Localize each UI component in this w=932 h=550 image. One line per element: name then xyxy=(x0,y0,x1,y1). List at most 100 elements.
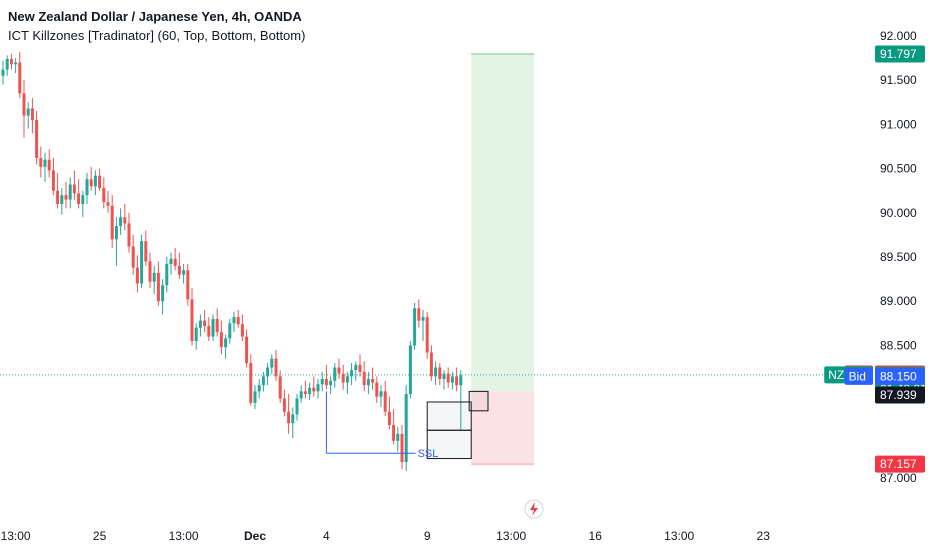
candle xyxy=(429,345,433,381)
candle xyxy=(455,367,459,392)
candle-body xyxy=(144,241,148,262)
candle-body xyxy=(106,202,110,206)
candle xyxy=(81,190,85,218)
candle-body xyxy=(9,58,13,65)
candle-body xyxy=(1,69,5,76)
price-tick-label: 87.000 xyxy=(880,471,917,485)
candle xyxy=(169,252,173,275)
time-tick-label: 13:00 xyxy=(664,529,694,543)
candle-body xyxy=(77,193,81,204)
candle xyxy=(93,170,97,196)
candle-body xyxy=(30,108,34,120)
price-tag-value: 87.157 xyxy=(880,457,917,471)
chart-title: New Zealand Dollar / Japanese Yen, 4h, O… xyxy=(8,9,302,24)
candle xyxy=(291,407,295,439)
candle xyxy=(77,179,81,209)
candle-body xyxy=(282,398,286,412)
candle xyxy=(345,371,349,395)
price-tags: 91.79788.177Ask88.16601:48:21NZDJPY88.15… xyxy=(824,45,927,473)
candle xyxy=(299,385,303,403)
candle-body xyxy=(177,265,181,275)
candle-body xyxy=(257,385,261,392)
candle-body xyxy=(400,433,404,463)
candle xyxy=(287,394,291,434)
candle xyxy=(425,311,429,359)
candle-body xyxy=(190,299,194,341)
candle xyxy=(350,363,354,386)
candle xyxy=(324,364,328,390)
candle-body xyxy=(446,373,450,383)
candle xyxy=(123,203,127,231)
candle xyxy=(35,111,39,165)
candle xyxy=(392,409,396,445)
candle xyxy=(219,320,223,355)
time-tick-label: 25 xyxy=(93,529,107,543)
candle xyxy=(232,311,236,333)
candle-body xyxy=(324,378,328,386)
candle-body xyxy=(261,376,265,386)
candle-body xyxy=(22,93,26,116)
price-tag-bg xyxy=(875,367,925,385)
candle-body xyxy=(236,317,240,325)
candle-body xyxy=(375,382,379,397)
time-tick-label: 13:00 xyxy=(496,529,526,543)
price-tag: 88.150 Bid xyxy=(844,367,925,385)
candle xyxy=(85,173,89,204)
candle-body xyxy=(366,378,370,386)
candle-body xyxy=(337,367,341,374)
candle-body xyxy=(404,394,408,463)
alert-icon[interactable] xyxy=(524,499,544,519)
price-tick-label: 89.000 xyxy=(880,294,917,308)
price-tag-value: 91.797 xyxy=(880,47,917,61)
candle xyxy=(228,318,232,344)
candle-body xyxy=(341,373,345,383)
candle xyxy=(207,317,211,341)
candle-body xyxy=(240,324,244,337)
candle-body xyxy=(123,217,127,224)
candles xyxy=(1,51,463,471)
price-axis[interactable]: 92.000 91.500 91.000 90.500 90.000 89.500 89.0… xyxy=(880,29,917,485)
loss-zone xyxy=(471,391,535,465)
candle-body xyxy=(68,184,72,200)
candle xyxy=(152,265,156,295)
candle-body xyxy=(56,190,60,204)
candle xyxy=(140,234,144,288)
candle xyxy=(64,181,68,209)
candle xyxy=(421,310,425,341)
candle xyxy=(47,149,51,178)
time-axis[interactable]: 13:00 25 13:00 Dec 4 9 13:00 16 13:00 23 xyxy=(1,529,771,543)
price-tag-value: 87.939 xyxy=(880,388,917,402)
candle-body xyxy=(396,433,400,441)
candle xyxy=(316,378,320,399)
overlays: SSL xyxy=(325,390,489,460)
candle xyxy=(60,188,64,215)
candle-body xyxy=(379,391,383,397)
candle-body xyxy=(165,264,169,286)
time-tick-label: 4 xyxy=(323,529,330,543)
candle xyxy=(240,314,244,341)
candle xyxy=(450,371,454,390)
candle-body xyxy=(18,62,22,94)
candle-body xyxy=(152,272,156,282)
candle xyxy=(341,364,345,390)
candle xyxy=(312,376,316,397)
candle xyxy=(333,363,337,388)
candle xyxy=(26,102,30,129)
candle xyxy=(442,370,446,390)
candle-body xyxy=(219,332,223,348)
indicator-label[interactable]: ICT Killzones [Tradinator] (60, Top, Bot… xyxy=(8,28,306,43)
candle-body xyxy=(81,195,85,204)
candle-body xyxy=(253,391,257,403)
candle-body xyxy=(43,159,47,167)
candle xyxy=(161,279,165,315)
candle-body xyxy=(102,188,106,203)
candle-body xyxy=(211,318,215,337)
candle xyxy=(245,329,249,368)
price-tag-value: 88.150 xyxy=(880,369,917,383)
candle-body xyxy=(228,323,232,339)
candle xyxy=(270,354,274,374)
candle-body xyxy=(110,205,114,240)
candle-body xyxy=(156,272,160,302)
price-tick-label: 88.500 xyxy=(880,338,917,352)
